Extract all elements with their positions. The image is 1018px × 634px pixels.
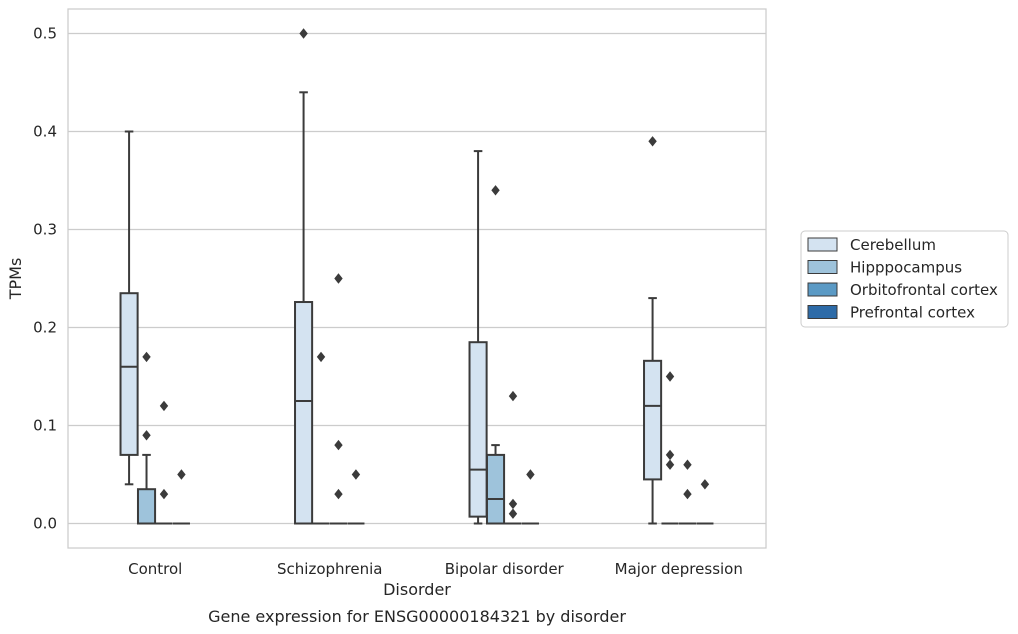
boxes <box>119 28 714 525</box>
box-hipppocampus <box>485 185 506 525</box>
outlier-point <box>142 430 151 441</box>
legend-swatch <box>807 237 838 252</box>
outlier-point <box>299 28 308 39</box>
box-orbitofrontal-cortex <box>504 390 522 525</box>
outlier-point <box>159 488 169 500</box>
y-axis-label: TPMs <box>6 258 25 301</box>
plot-frame <box>67 8 767 549</box>
legend-label: Prefrontal cortex <box>850 304 975 322</box>
outlier-point <box>334 439 343 451</box>
legend-swatch <box>807 305 838 319</box>
box-orbitofrontal-cortex <box>155 400 173 525</box>
box-body <box>485 453 506 525</box>
legend-item: Prefrontal cortex <box>807 304 975 322</box>
outlier-point <box>700 479 710 490</box>
box-cerebellum <box>119 130 139 486</box>
x-ticks: Control Schizophrenia Bipolar disorder Majo… <box>128 560 743 578</box>
box-hipppocampus <box>136 351 157 525</box>
legend-item: Hipppocampus <box>807 259 962 277</box>
outlier-point <box>159 400 169 412</box>
y-tick-label: 0.1 <box>33 417 57 435</box>
x-tick-label: Bipolar disorder <box>445 560 565 578</box>
y-tick-label: 0.5 <box>33 25 57 43</box>
outlier-point <box>683 459 692 470</box>
outlier-point <box>334 488 343 500</box>
box-body <box>643 359 663 481</box>
x-tick-label: Control <box>128 560 182 578</box>
box-cerebellum <box>294 28 314 525</box>
outlier-point <box>665 371 675 382</box>
legend-label: Hipppocampus <box>850 259 962 277</box>
outlier-point <box>648 136 657 147</box>
chart-caption: Gene expression for ENSG00000184321 by d… <box>208 607 626 626</box>
x-axis-label: Disorder <box>383 580 451 599</box>
y-ticks: 0.0 0.1 0.2 0.3 0.4 0.5 <box>33 25 57 533</box>
y-tick-label: 0.3 <box>33 221 57 239</box>
legend-item: Orbitofrontal cortex <box>807 281 998 299</box>
legend: Cerebellum Hipppocampus Orbitofrontal cort… <box>800 230 1009 328</box>
outlier-point <box>177 469 186 480</box>
x-tick-label: Major depression <box>615 560 743 578</box>
box-hipppocampus <box>661 371 679 525</box>
outlier-point <box>351 469 361 480</box>
outlier-point <box>683 488 692 500</box>
outlier-point <box>508 390 518 402</box>
box-body <box>136 488 157 525</box>
box-body <box>468 341 488 518</box>
outlier-point <box>508 498 518 510</box>
box-prefrontal-cortex <box>696 479 714 525</box>
legend-swatch <box>807 282 838 297</box>
y-tick-label: 0.4 <box>33 123 57 141</box>
box-cerebellum <box>468 150 488 525</box>
box-orbitofrontal-cortex <box>678 459 697 525</box>
box-hipppocampus <box>312 351 330 525</box>
y-tick-label: 0.2 <box>33 319 57 337</box>
legend-swatch <box>807 260 838 274</box>
outlier-point <box>316 351 326 363</box>
box-body <box>119 292 139 456</box>
outlier-point <box>665 449 675 461</box>
legend-item: Cerebellum <box>807 236 936 254</box>
box-orbitofrontal-cortex <box>329 273 348 525</box>
outlier-point <box>142 351 151 363</box>
y-tick-label: 0.0 <box>33 515 57 533</box>
outlier-point <box>665 459 675 470</box>
outlier-point <box>334 273 343 284</box>
legend-frame <box>800 230 1009 328</box>
outlier-point <box>508 508 518 519</box>
box-prefrontal-cortex <box>521 469 539 525</box>
legend-label: Orbitofrontal cortex <box>850 281 998 299</box>
box-body <box>294 301 314 525</box>
box-prefrontal-cortex <box>172 469 190 525</box>
x-tick-label: Schizophrenia <box>277 560 382 578</box>
box-cerebellum <box>643 136 663 525</box>
outlier-point <box>491 185 500 196</box>
legend-label: Cerebellum <box>850 236 936 254</box>
box-prefrontal-cortex <box>347 469 365 525</box>
outlier-point <box>526 469 535 480</box>
